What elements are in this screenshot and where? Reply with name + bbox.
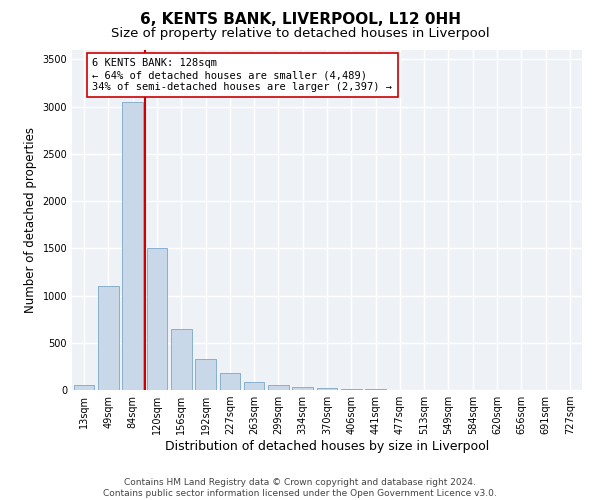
Bar bbox=[98, 286, 119, 390]
Bar bbox=[244, 382, 265, 390]
Bar bbox=[220, 373, 240, 390]
Bar bbox=[195, 359, 216, 390]
Text: Size of property relative to detached houses in Liverpool: Size of property relative to detached ho… bbox=[110, 28, 490, 40]
Text: 6, KENTS BANK, LIVERPOOL, L12 0HH: 6, KENTS BANK, LIVERPOOL, L12 0HH bbox=[139, 12, 461, 28]
Bar bbox=[74, 386, 94, 390]
X-axis label: Distribution of detached houses by size in Liverpool: Distribution of detached houses by size … bbox=[165, 440, 489, 453]
Bar bbox=[146, 248, 167, 390]
Bar bbox=[317, 388, 337, 390]
Bar bbox=[341, 388, 362, 390]
Bar bbox=[268, 385, 289, 390]
Bar bbox=[122, 102, 143, 390]
Y-axis label: Number of detached properties: Number of detached properties bbox=[24, 127, 37, 313]
Bar bbox=[365, 389, 386, 390]
Text: Contains HM Land Registry data © Crown copyright and database right 2024.
Contai: Contains HM Land Registry data © Crown c… bbox=[103, 478, 497, 498]
Bar bbox=[171, 328, 191, 390]
Text: 6 KENTS BANK: 128sqm
← 64% of detached houses are smaller (4,489)
34% of semi-de: 6 KENTS BANK: 128sqm ← 64% of detached h… bbox=[92, 58, 392, 92]
Bar bbox=[292, 386, 313, 390]
